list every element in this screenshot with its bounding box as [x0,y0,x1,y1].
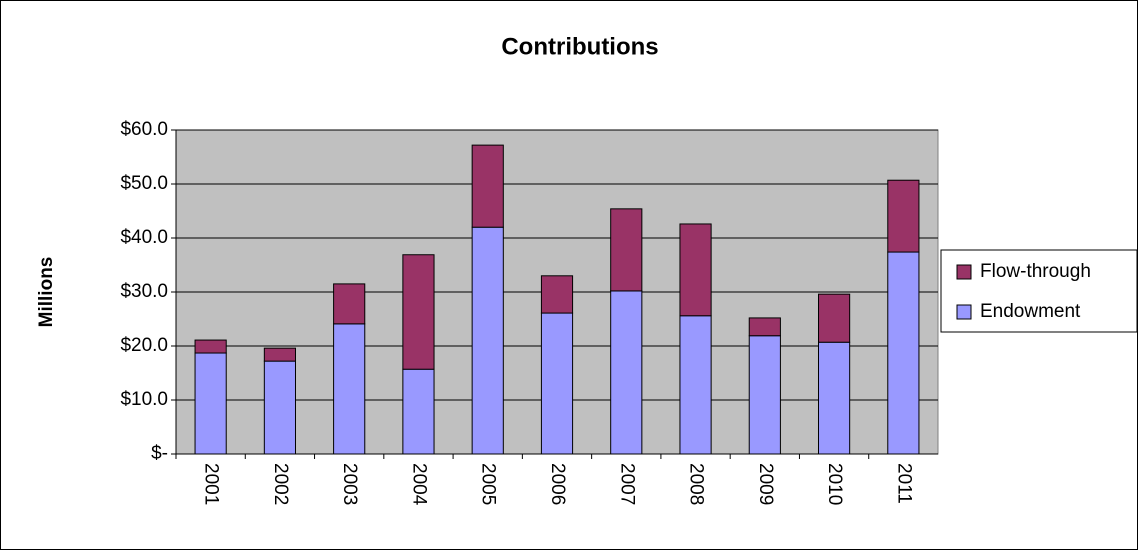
y-tick-label: $10.0 [120,389,168,410]
bar-segment [402,254,435,370]
y-tick-label: $30.0 [120,281,168,302]
bar-segment [610,290,643,455]
y-tick-label: $40.0 [120,227,168,248]
y-tick-label: $20.0 [120,335,168,356]
bar-segment [540,275,574,314]
bar-segment [887,251,920,455]
bar-segment [402,368,435,455]
bar-segment [263,347,296,362]
bar-segment [333,283,366,325]
legend-swatch [956,264,972,280]
bar-segment [194,352,227,455]
bar-segment [818,341,851,455]
bar-segment [333,323,366,455]
x-tick-label: 2005 [478,463,499,505]
x-tick-label: 2001 [201,463,222,505]
x-tick-label: 2003 [339,463,360,505]
bar-segment [610,208,643,292]
legend-label: Endowment [980,301,1081,322]
y-tick-label: $- [151,443,168,464]
legend-swatch [956,304,972,320]
bar-segment [540,312,574,455]
chart-title: Contributions [501,33,658,60]
bar-segment [818,293,851,343]
x-tick-label: 2007 [616,463,637,505]
bar-segment [471,226,504,455]
x-tick-label: 2011 [893,463,914,504]
y-tick-label: $60.0 [120,119,168,140]
x-tick-label: 2010 [824,463,845,505]
y-tick-label: $50.0 [120,173,168,194]
x-tick-label: 2008 [686,463,707,505]
bar-segment [748,335,781,455]
bar-segment [887,179,920,253]
bar-segment [194,339,227,354]
bar-segment [748,317,781,337]
bar-segment [679,223,712,317]
legend-box [940,249,1138,333]
bar-segment [263,360,296,455]
bar-segment [679,315,712,455]
y-axis-label: Millions [36,257,57,328]
legend-label: Flow-through [980,261,1091,282]
x-tick-label: 2006 [547,463,568,505]
x-tick-label: 2002 [270,463,291,505]
bar-segment [471,144,504,228]
x-tick-label: 2009 [755,463,776,505]
x-tick-label: 2004 [408,463,429,506]
